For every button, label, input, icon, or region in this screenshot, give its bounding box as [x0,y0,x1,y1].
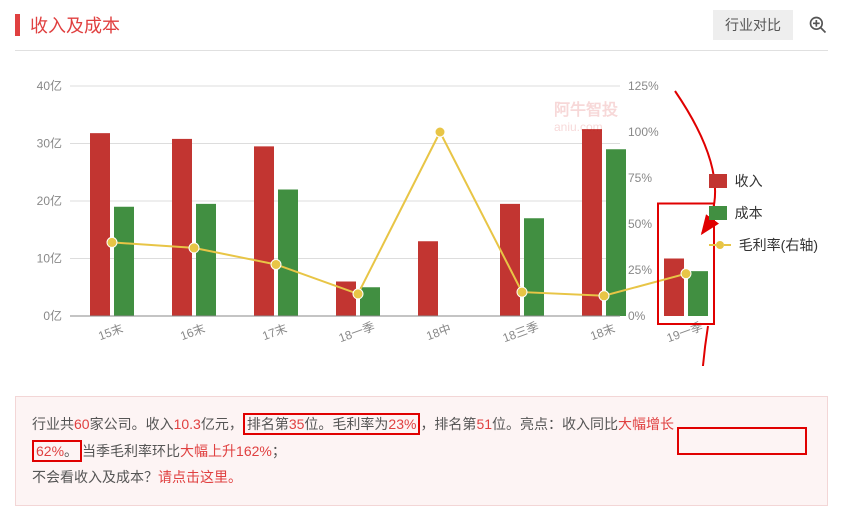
svg-text:10亿: 10亿 [37,251,62,266]
legend-margin-label: 毛利率(右轴) [739,235,818,255]
industry-compare-button[interactable]: 行业对比 [713,10,793,40]
svg-text:16末: 16末 [178,321,207,343]
svg-text:50%: 50% [628,217,652,231]
legend-revenue[interactable]: 收入 [709,171,818,191]
legend-cost[interactable]: 成本 [709,203,818,223]
summary-box: 行业共60家公司。收入10.3亿元，排名第35位。毛利率为23%，排名第51位。… [15,396,828,506]
zoom-icon[interactable] [808,15,828,35]
help-link[interactable]: 请点击这里。 [158,469,242,485]
title-wrap: 收入及成本 [15,12,120,38]
highlight-rank-margin: 排名第35位。毛利率为23% [243,413,421,435]
title-accent-bar [15,14,20,36]
svg-text:18三季: 18三季 [501,319,541,345]
summary-line-3: 不会看收入及成本？请点击这里。 [32,464,811,491]
svg-text:0%: 0% [628,309,646,323]
section-header: 收入及成本 行业对比 [15,10,828,51]
svg-text:100%: 100% [628,125,659,139]
chart-legend: 收入 成本 毛利率(右轴) [709,171,818,267]
svg-text:15末: 15末 [96,321,125,343]
chart-area: 阿牛智投 aniu.com 0亿10亿20亿30亿40亿0%25%50%75%1… [15,76,828,366]
svg-text:125%: 125% [628,79,659,93]
revenue-cost-chart: 0亿 10亿 20亿 30亿 40亿 0% 25% 50% 75% 100% 125% 15末 16末 1… [15,76,828,366]
svg-text:17末: 17末 [260,321,289,343]
svg-text:20亿: 20亿 [37,193,62,208]
svg-text:30亿: 30亿 [37,136,62,151]
svg-text:18中: 18中 [424,320,453,343]
highlight-empty-box [677,427,807,455]
svg-text:40亿: 40亿 [37,78,62,93]
svg-text:25%: 25% [628,263,652,277]
svg-text:75%: 75% [628,171,652,185]
legend-cost-label: 成本 [735,203,763,223]
section-title: 收入及成本 [30,12,120,38]
highlight-growth: 62%。 [32,440,82,462]
svg-text:0亿: 0亿 [43,308,62,323]
svg-text:18末: 18末 [588,321,617,343]
legend-margin[interactable]: 毛利率(右轴) [709,235,818,255]
svg-text:18一季: 18一季 [337,319,377,345]
legend-revenue-label: 收入 [735,171,763,191]
